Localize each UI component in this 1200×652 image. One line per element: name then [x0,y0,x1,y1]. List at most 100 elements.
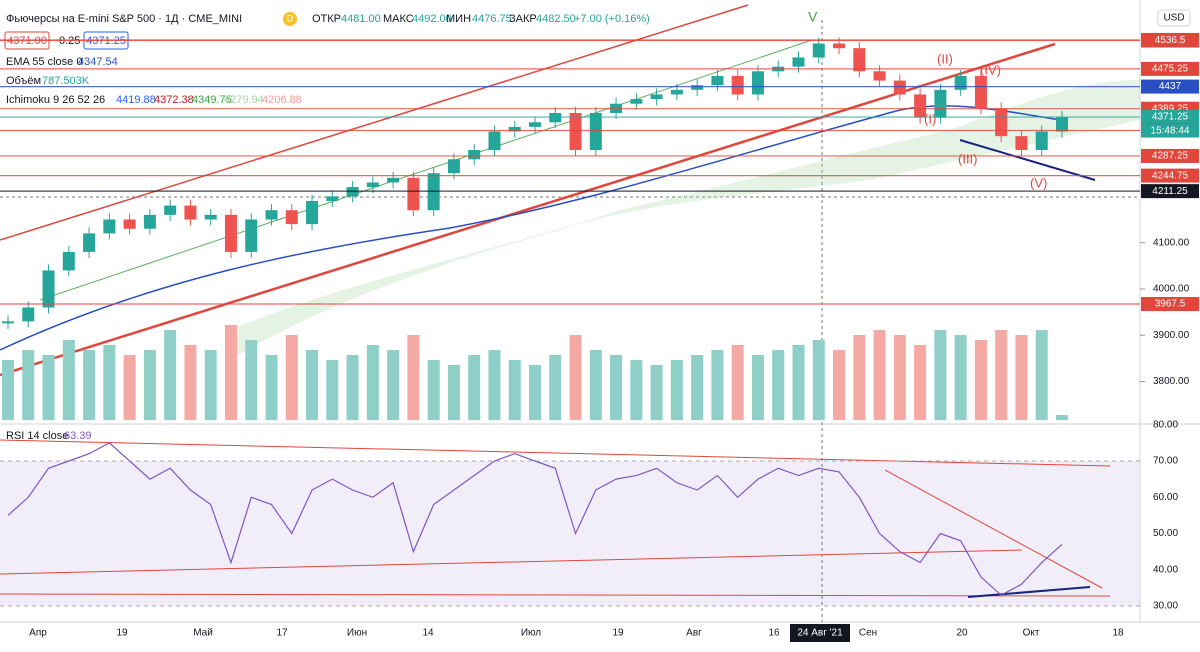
y-tick-label: 3800.00 [1153,376,1190,387]
volume-bar [245,340,258,420]
candle [711,75,724,86]
candle [630,99,643,104]
open-label: ОТКР [312,13,341,25]
candle [387,177,400,183]
x-tick-label: 16 [768,628,780,639]
rsi-trend [0,439,1111,467]
price-label: 4211.25 [1152,186,1188,197]
candle [204,214,217,220]
volume-bar [306,350,319,420]
candle [2,321,14,324]
open: 4481.00 [341,13,381,25]
candle [22,307,35,322]
candle [306,200,319,225]
volume-bar [934,330,947,420]
rsi-tick-label: 40.00 [1153,564,1178,575]
x-tick-label: Июл [521,628,541,639]
volume-bar [792,345,805,420]
high: 4492.00 [412,13,452,25]
volume-bar [589,350,602,420]
wave-label: (IV) [980,62,1001,77]
wave-label: (II) [937,51,953,66]
volume-bar [326,360,339,420]
volume-bar [427,360,440,420]
badge-bg [283,12,297,26]
time-highlight [790,624,850,642]
rsi-line [7,442,1063,596]
candle [245,219,258,252]
volume-bar [1035,330,1048,420]
clock-bg [1141,124,1199,138]
volume-bar [650,365,663,420]
price-label: 4371.25 [1152,112,1189,123]
ema-name: EMA 55 close 0 [6,56,82,68]
volume-bar [204,350,217,420]
price-label: 4475.25 [1152,64,1189,75]
x-tick-label: Авг [686,628,702,639]
volume-bar [488,350,501,420]
candle [366,182,379,188]
volume-bar [447,365,460,420]
candle [1056,117,1068,132]
y-tick-label: 4000.00 [1153,284,1190,295]
volume-bar [2,360,14,420]
rsi-tick-label: 60.00 [1153,492,1178,503]
x-tick-label: Окт [1023,628,1040,639]
volume-bar [265,355,278,420]
volume-bar [184,345,197,420]
volume-bar [42,355,55,420]
candle [569,112,582,151]
rsi-trend [0,549,1023,575]
ema-value: 4347.54 [78,56,118,68]
candle [42,270,55,308]
marker: V [808,9,818,25]
volume-bar [22,350,35,420]
x-tick-label: Май [193,628,213,639]
price-label-bg [1141,61,1199,76]
price-label-bg [1141,33,1199,48]
rsi-trend [884,469,1103,589]
candle [833,43,846,49]
candle [447,159,460,174]
candle [995,108,1008,137]
candle [731,75,744,95]
ichimoku-value: 4206.88 [262,94,302,106]
volume-bar [610,355,623,420]
price-label-bg [1141,297,1199,312]
volume-bar [569,335,582,420]
candle [914,94,927,118]
volume-bar [407,335,420,420]
volume-bar [833,350,846,420]
currency-button[interactable] [1157,9,1191,27]
candle [974,75,987,109]
rsi-band [0,461,1140,606]
candle [468,150,481,160]
price-label: 4536.5 [1155,35,1186,46]
volume-bar [224,325,237,420]
candle [954,75,967,90]
candle [1015,136,1028,151]
x-tick-label: Апр [29,628,47,639]
ichimoku-value: 4279.94 [224,94,264,106]
price-label: 4244.75 [1152,170,1189,181]
volume-bar [62,340,75,420]
candle [589,112,602,151]
rsi-trend [967,586,1091,598]
candle [1035,131,1048,151]
volume-bar [893,335,906,420]
symbol: Фьючерсы на E-mini S&P 500 · 1Д · CME_MI… [6,13,242,25]
candle [103,219,116,234]
price-label: 4437 [1159,81,1182,92]
volume-bar [853,335,866,420]
rsi-tick-label: 70.00 [1153,456,1178,467]
change: +7.00 (+0.16%) [574,13,650,25]
volume-bar [508,360,521,420]
wave-label: (I) [924,111,936,126]
wave-label: (III) [958,151,978,166]
rsi-tick-label: 30.00 [1153,601,1178,612]
price-label: 3967.5 [1155,299,1186,310]
price-label: 4389.25 [1152,103,1189,114]
x-tick-label: Сен [859,628,877,639]
volume-bar [751,355,764,420]
price-label-bg [1141,110,1199,125]
